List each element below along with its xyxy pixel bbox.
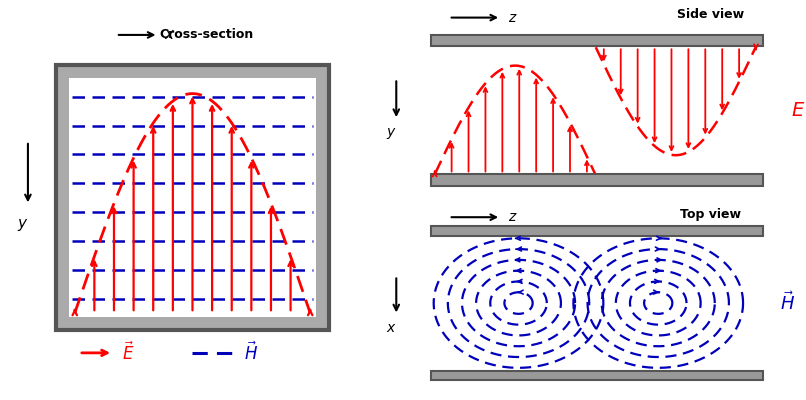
Polygon shape (431, 370, 763, 380)
Text: $x$: $x$ (164, 28, 176, 42)
Text: $z$: $z$ (508, 11, 517, 25)
Text: Cross-section: Cross-section (160, 28, 254, 42)
Text: Side view: Side view (677, 8, 744, 21)
Polygon shape (56, 65, 329, 330)
Text: $E$: $E$ (791, 101, 805, 120)
Text: $\vec{H}$: $\vec{H}$ (243, 342, 258, 364)
Text: $y$: $y$ (386, 126, 397, 141)
Polygon shape (431, 35, 763, 46)
Text: $\vec{H}$: $\vec{H}$ (780, 292, 796, 314)
Text: $y$: $y$ (17, 217, 28, 233)
Polygon shape (69, 78, 316, 317)
Polygon shape (431, 226, 763, 236)
Text: $\vec{E}$: $\vec{E}$ (122, 342, 134, 364)
Text: Top view: Top view (680, 208, 742, 221)
Text: $z$: $z$ (508, 210, 517, 224)
Polygon shape (431, 174, 763, 186)
Text: $x$: $x$ (386, 322, 397, 336)
